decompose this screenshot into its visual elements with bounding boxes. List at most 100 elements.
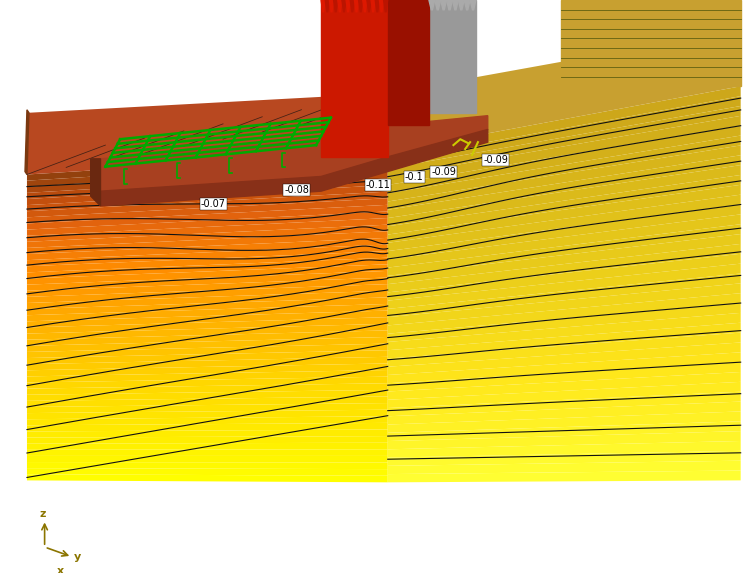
Polygon shape [27, 231, 388, 254]
Polygon shape [380, 0, 383, 12]
Polygon shape [470, 0, 476, 10]
Polygon shape [561, 0, 741, 87]
Polygon shape [27, 449, 388, 456]
Polygon shape [388, 431, 741, 449]
Polygon shape [27, 291, 388, 309]
Polygon shape [27, 317, 388, 333]
Polygon shape [27, 198, 388, 223]
Polygon shape [383, 0, 388, 12]
Polygon shape [388, 214, 741, 268]
Polygon shape [452, 0, 458, 10]
Polygon shape [27, 185, 388, 211]
Polygon shape [27, 178, 388, 205]
Polygon shape [464, 0, 470, 10]
Polygon shape [388, 402, 741, 425]
Polygon shape [388, 273, 741, 317]
Polygon shape [388, 411, 741, 433]
Polygon shape [388, 382, 741, 408]
Polygon shape [388, 303, 741, 342]
Polygon shape [329, 0, 334, 12]
Polygon shape [334, 0, 338, 12]
Text: y: y [74, 552, 81, 562]
Polygon shape [27, 397, 388, 407]
Polygon shape [27, 205, 388, 230]
Polygon shape [388, 352, 741, 383]
Polygon shape [27, 344, 388, 358]
Polygon shape [429, 0, 476, 113]
Polygon shape [388, 451, 741, 466]
Polygon shape [388, 165, 741, 226]
Polygon shape [27, 383, 388, 395]
Polygon shape [388, 0, 429, 125]
Polygon shape [27, 403, 388, 413]
Polygon shape [388, 116, 741, 185]
Polygon shape [388, 29, 741, 152]
Polygon shape [363, 0, 367, 12]
Polygon shape [388, 185, 741, 243]
Polygon shape [27, 462, 388, 469]
Polygon shape [388, 372, 741, 400]
Polygon shape [25, 110, 29, 175]
Polygon shape [388, 136, 741, 202]
Polygon shape [388, 362, 741, 391]
Polygon shape [346, 0, 350, 12]
Polygon shape [441, 0, 446, 10]
Polygon shape [27, 390, 388, 401]
Polygon shape [27, 324, 388, 340]
Polygon shape [367, 0, 371, 12]
Polygon shape [458, 0, 464, 10]
Polygon shape [388, 224, 741, 276]
Polygon shape [27, 172, 388, 199]
Polygon shape [321, 0, 388, 157]
Polygon shape [27, 297, 388, 315]
Text: x: x [56, 566, 64, 573]
Polygon shape [27, 337, 388, 352]
Polygon shape [27, 251, 388, 272]
Polygon shape [446, 0, 452, 10]
Text: -0.07: -0.07 [201, 199, 226, 209]
Polygon shape [27, 304, 388, 321]
Polygon shape [27, 456, 388, 462]
Polygon shape [27, 284, 388, 303]
Polygon shape [27, 423, 388, 431]
Polygon shape [355, 0, 358, 12]
Text: -0.09: -0.09 [431, 167, 456, 176]
Polygon shape [27, 468, 388, 476]
Polygon shape [388, 146, 741, 210]
Polygon shape [27, 357, 388, 370]
Polygon shape [342, 0, 346, 12]
Text: z: z [40, 509, 46, 519]
Polygon shape [350, 0, 355, 12]
Polygon shape [388, 234, 741, 284]
Polygon shape [388, 244, 741, 292]
Polygon shape [388, 205, 741, 260]
Polygon shape [27, 165, 388, 193]
Polygon shape [388, 106, 741, 176]
Text: -0.08: -0.08 [284, 185, 309, 195]
Polygon shape [388, 332, 741, 367]
Polygon shape [388, 461, 741, 474]
Polygon shape [388, 87, 741, 160]
Polygon shape [27, 311, 388, 327]
Polygon shape [27, 474, 388, 482]
Polygon shape [375, 0, 380, 12]
Polygon shape [388, 254, 741, 301]
Polygon shape [27, 416, 388, 425]
Polygon shape [100, 129, 488, 206]
Polygon shape [338, 0, 342, 12]
Polygon shape [27, 159, 388, 187]
Polygon shape [27, 264, 388, 285]
Polygon shape [27, 376, 388, 388]
Polygon shape [388, 175, 741, 234]
Polygon shape [326, 0, 329, 12]
Polygon shape [27, 152, 388, 180]
Polygon shape [27, 225, 388, 248]
Polygon shape [388, 155, 741, 218]
Polygon shape [388, 313, 741, 350]
Text: -0.09: -0.09 [483, 155, 508, 165]
Polygon shape [388, 264, 741, 309]
Polygon shape [429, 0, 435, 10]
Polygon shape [27, 370, 388, 383]
Text: -0.1: -0.1 [405, 172, 424, 182]
Polygon shape [27, 436, 388, 444]
